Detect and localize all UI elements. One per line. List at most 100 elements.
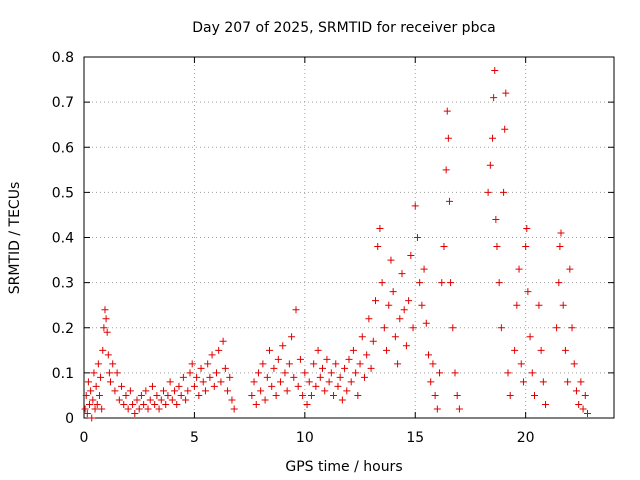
data-point <box>190 382 198 390</box>
y-tick-label: 0.1 <box>52 366 74 382</box>
data-point <box>438 279 446 287</box>
data-point <box>131 409 139 417</box>
data-point <box>422 319 430 327</box>
data-point <box>500 188 508 196</box>
data-point <box>522 243 530 251</box>
y-tick-label: 0.4 <box>52 231 74 247</box>
data-point <box>157 396 165 404</box>
x-tick-label: 5 <box>190 430 199 446</box>
data-point <box>486 161 494 169</box>
data-point <box>396 315 404 323</box>
data-point <box>316 373 324 381</box>
data-point <box>566 265 574 273</box>
data-point <box>129 400 137 408</box>
data-point <box>451 369 459 377</box>
chart-title: Day 207 of 2025, SRMTID for receiver pbc… <box>192 20 495 36</box>
data-point <box>389 288 397 296</box>
data-point <box>497 324 505 332</box>
data-point <box>288 333 296 341</box>
data-point <box>413 234 421 241</box>
data-point <box>581 391 589 399</box>
y-tick-label: 0.2 <box>52 321 74 337</box>
x-tick-label: 20 <box>517 430 535 446</box>
data-point <box>376 224 384 232</box>
data-point <box>86 400 94 408</box>
data-point <box>254 369 262 377</box>
data-point <box>557 229 565 237</box>
data-point <box>98 405 106 413</box>
data-point <box>171 387 179 395</box>
data-point <box>204 360 212 368</box>
data-point <box>177 391 185 399</box>
data-point <box>345 355 353 363</box>
y-tick-label: 0.3 <box>52 276 74 292</box>
data-point <box>217 378 225 386</box>
data-point <box>407 252 415 260</box>
data-point <box>250 378 258 386</box>
data-point <box>100 324 108 332</box>
data-point <box>453 391 461 399</box>
data-point <box>338 396 346 404</box>
data-point <box>107 378 114 386</box>
data-point <box>208 351 216 359</box>
data-point <box>360 373 368 381</box>
data-point <box>537 346 545 354</box>
data-point <box>501 125 509 133</box>
data-point <box>579 405 587 413</box>
data-point <box>301 369 309 377</box>
data-point <box>137 391 145 399</box>
data-point <box>559 301 567 309</box>
data-point <box>347 378 355 386</box>
data-point <box>523 224 531 232</box>
data-point <box>303 400 311 408</box>
data-point <box>201 387 209 395</box>
data-point <box>82 391 90 399</box>
data-point <box>257 387 265 395</box>
data-point <box>391 333 399 341</box>
data-point <box>358 333 366 341</box>
data-point <box>380 324 388 332</box>
data-point <box>263 373 271 381</box>
data-point <box>146 396 154 404</box>
data-point <box>93 400 101 408</box>
data-point <box>528 369 536 377</box>
data-point <box>321 387 329 395</box>
data-point <box>90 369 98 377</box>
data-point <box>572 387 580 395</box>
data-point <box>490 94 498 102</box>
data-point <box>175 382 183 390</box>
data-point <box>105 369 113 377</box>
data-point <box>383 346 391 354</box>
data-point <box>95 391 103 399</box>
data-point <box>87 387 95 395</box>
data-point <box>102 315 110 323</box>
data-point <box>535 301 543 309</box>
data-point <box>252 400 260 408</box>
data-point <box>292 306 300 314</box>
data-point <box>115 396 123 404</box>
data-point <box>296 355 304 363</box>
data-point <box>285 360 293 368</box>
x-axis-label: GPS time / hours <box>285 459 402 475</box>
data-point <box>124 405 132 413</box>
data-point <box>144 405 152 413</box>
data-point <box>268 382 276 390</box>
data-point <box>272 391 280 399</box>
data-point <box>101 306 109 314</box>
data-point <box>135 405 143 413</box>
data-point <box>120 400 128 408</box>
data-point <box>179 373 187 381</box>
data-point <box>332 360 340 368</box>
data-point <box>447 279 455 287</box>
x-tick-label: 0 <box>80 430 89 446</box>
data-point <box>539 378 547 386</box>
data-point <box>312 382 320 390</box>
data-point <box>561 346 569 354</box>
x-tick-label: 15 <box>406 430 424 446</box>
data-point <box>197 364 205 372</box>
data-point <box>215 346 223 354</box>
data-point <box>118 382 126 390</box>
data-point <box>193 373 201 381</box>
data-point <box>314 346 322 354</box>
